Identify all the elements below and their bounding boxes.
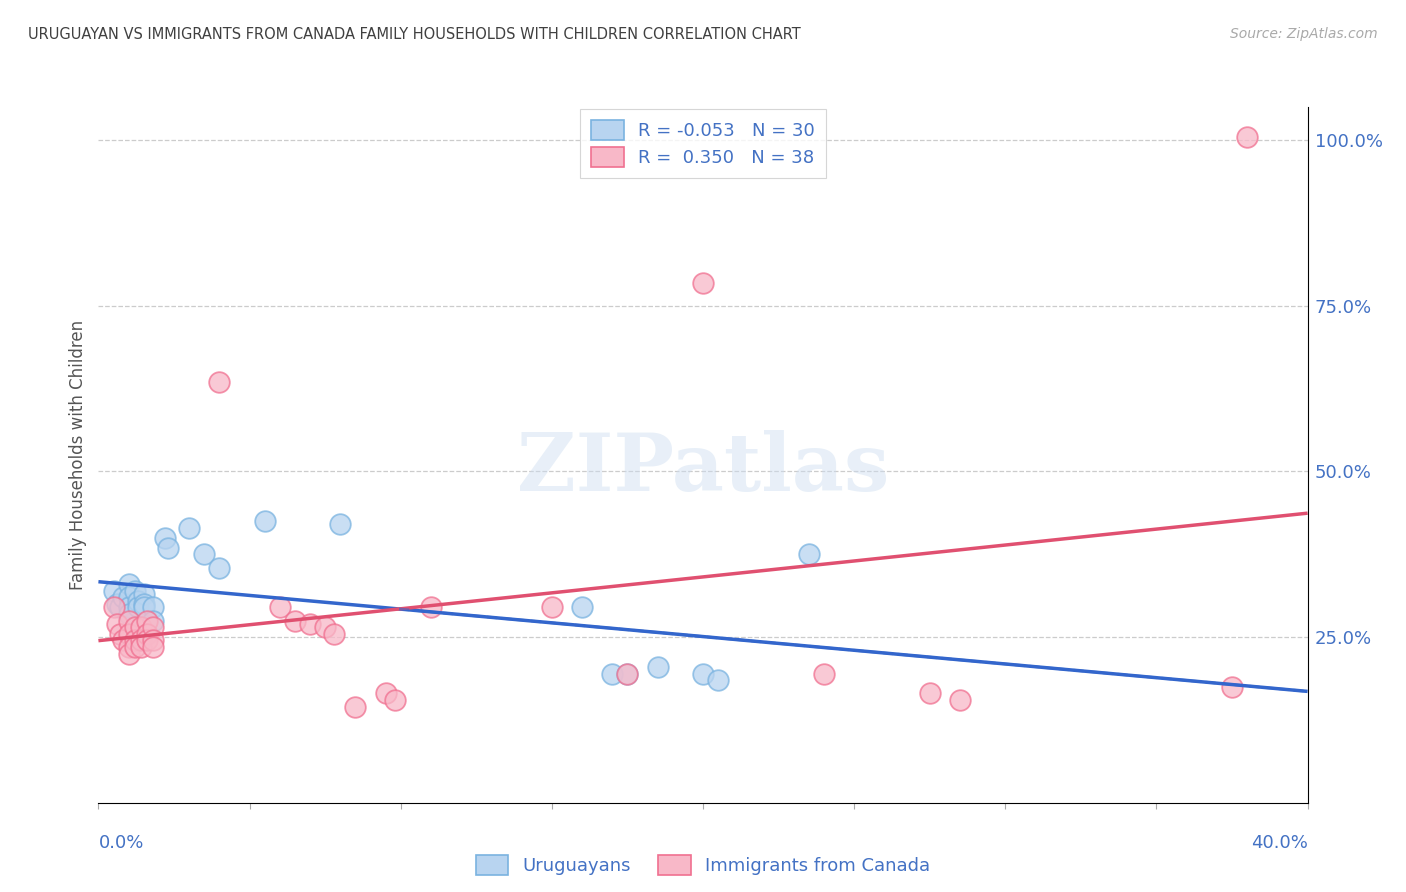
Point	[384, 693, 406, 707]
Point	[329, 517, 352, 532]
Point	[118, 577, 141, 591]
Point	[132, 600, 155, 615]
Point	[135, 614, 157, 628]
Point	[156, 541, 179, 555]
Point	[105, 616, 128, 631]
Point	[103, 600, 125, 615]
Point	[129, 640, 152, 654]
Point	[616, 666, 638, 681]
Point	[118, 614, 141, 628]
Point	[949, 693, 972, 707]
Point	[118, 591, 141, 605]
Point	[103, 583, 125, 598]
Point	[284, 614, 307, 628]
Point	[118, 600, 141, 615]
Y-axis label: Family Households with Children: Family Households with Children	[69, 320, 87, 590]
Point	[142, 600, 165, 615]
Point	[118, 647, 141, 661]
Point	[142, 620, 165, 634]
Point	[129, 620, 152, 634]
Point	[253, 514, 276, 528]
Point	[707, 673, 730, 688]
Point	[1220, 680, 1243, 694]
Point	[344, 699, 367, 714]
Point	[142, 640, 165, 654]
Point	[127, 593, 149, 607]
Point	[153, 531, 176, 545]
Point	[118, 607, 141, 621]
Point	[323, 627, 346, 641]
Point	[142, 614, 165, 628]
Point	[124, 640, 146, 654]
Point	[129, 633, 152, 648]
Point	[647, 660, 669, 674]
Point	[1236, 129, 1258, 144]
Point	[132, 597, 155, 611]
Point	[420, 600, 443, 615]
Point	[108, 627, 131, 641]
Point	[692, 276, 714, 290]
Text: Source: ZipAtlas.com: Source: ZipAtlas.com	[1230, 27, 1378, 41]
Point	[571, 600, 593, 615]
Point	[124, 583, 146, 598]
Point	[118, 640, 141, 654]
Text: ZIPatlas: ZIPatlas	[517, 430, 889, 508]
Point	[540, 600, 562, 615]
Point	[127, 600, 149, 615]
Point	[208, 375, 231, 389]
Point	[111, 591, 134, 605]
Point	[135, 627, 157, 641]
Point	[269, 600, 291, 615]
Point	[616, 666, 638, 681]
Point	[918, 686, 941, 700]
Point	[602, 666, 624, 681]
Point	[124, 620, 146, 634]
Point	[314, 620, 336, 634]
Point	[813, 666, 835, 681]
Point	[797, 547, 820, 561]
Point	[374, 686, 396, 700]
Point	[118, 627, 141, 641]
Point	[132, 587, 155, 601]
Point	[142, 633, 165, 648]
Text: URUGUAYAN VS IMMIGRANTS FROM CANADA FAMILY HOUSEHOLDS WITH CHILDREN CORRELATION : URUGUAYAN VS IMMIGRANTS FROM CANADA FAMI…	[28, 27, 801, 42]
Point	[105, 597, 128, 611]
Point	[108, 600, 131, 615]
Point	[179, 521, 201, 535]
Point	[692, 666, 714, 681]
Point	[208, 560, 231, 574]
Point	[135, 633, 157, 648]
Text: 0.0%: 0.0%	[98, 834, 143, 852]
Point	[111, 633, 134, 648]
Point	[124, 633, 146, 648]
Point	[193, 547, 215, 561]
Legend: Uruguayans, Immigrants from Canada: Uruguayans, Immigrants from Canada	[467, 847, 939, 884]
Text: 40.0%: 40.0%	[1251, 834, 1308, 852]
Point	[299, 616, 322, 631]
